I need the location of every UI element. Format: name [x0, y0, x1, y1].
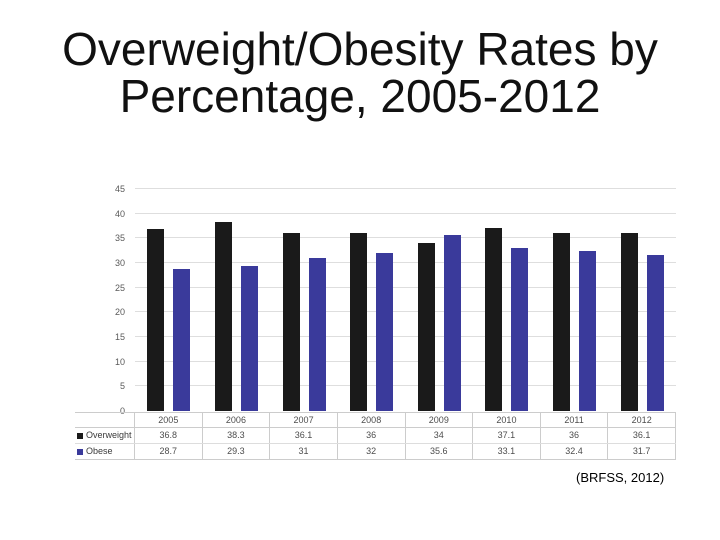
table-year-header: 2007	[270, 413, 338, 427]
table-year-header: 2005	[135, 413, 203, 427]
obese-bar	[376, 253, 394, 411]
table-value: 36	[541, 428, 609, 443]
obese-bar	[308, 258, 326, 411]
table-value: 37.1	[473, 428, 541, 443]
slide-title-line2: Percentage, 2005-2012	[119, 70, 601, 122]
gridline	[135, 311, 676, 313]
y-tick-label: 20	[114, 307, 125, 318]
obese-bar	[646, 254, 664, 411]
slide-title: Overweight/Obesity Rates by Percentage, …	[0, 26, 720, 120]
table-value: 32	[338, 444, 406, 459]
y-tick-label: 30	[114, 258, 125, 268]
overweight-bar	[417, 243, 435, 411]
gridline	[135, 286, 676, 288]
obese-bar	[443, 235, 461, 411]
y-tick-label: 0	[119, 406, 125, 416]
legend-item-obese: Obese	[75, 444, 135, 459]
table-value: 34	[406, 428, 474, 443]
gridline	[135, 212, 676, 214]
bar-group-2010	[473, 189, 541, 411]
obese-bar	[579, 251, 597, 411]
gridline	[135, 262, 676, 263]
citation: (BRFSS, 2012)	[576, 470, 665, 485]
overweight-bar	[350, 233, 368, 411]
gridline	[135, 336, 676, 337]
table-value: 32.4	[541, 444, 609, 459]
table-value: 38.3	[203, 428, 271, 443]
overweight-bar	[214, 222, 232, 411]
bar-group-2008	[338, 189, 406, 411]
obese-swatch-icon	[77, 448, 83, 455]
bar-group-2007	[270, 189, 338, 411]
bar-group-2012	[608, 189, 676, 411]
slide-title-line1: Overweight/Obesity Rates by	[62, 23, 658, 75]
overweight-bar	[485, 227, 503, 411]
y-tick-label: 25	[114, 282, 125, 293]
overweight-bar	[553, 233, 571, 411]
plot-area	[135, 188, 676, 411]
table-value: 36.1	[270, 428, 338, 443]
obese-bar	[511, 247, 529, 411]
table-year-header: 2008	[338, 413, 406, 427]
data-table: 2005 2006 2007 2008 2009 2010 2011 2012 Overweig…	[75, 412, 676, 460]
gridline	[135, 237, 676, 239]
table-series-row-overweight: Overweight 36.8 38.3 36.1 36 34 37.1 36 36.1	[75, 428, 676, 444]
y-tick-label: 45	[114, 184, 125, 194]
y-tick-label: 10	[114, 356, 125, 367]
table-value: 35.6	[406, 444, 474, 459]
overweight-bar	[620, 232, 638, 411]
table-year-header: 2006	[203, 413, 271, 427]
y-tick-label: 15	[114, 332, 125, 342]
table-value: 36	[338, 428, 406, 443]
y-tick-label: 5	[119, 381, 125, 392]
table-year-header: 2010	[473, 413, 541, 427]
gridline	[135, 360, 676, 362]
table-value: 31.7	[608, 444, 676, 459]
table-series-row-obese: Obese 28.7 29.3 31 32 35.6 33.1 32.4 31.7	[75, 444, 676, 459]
table-value: 33.1	[473, 444, 541, 459]
gridline	[135, 385, 676, 387]
table-corner-cell	[75, 413, 135, 427]
table-year-header: 2011	[541, 413, 609, 427]
gridline	[135, 188, 676, 189]
legend-label: Overweight	[86, 430, 132, 440]
overweight-bar	[147, 229, 165, 411]
y-tick-label: 40	[114, 208, 125, 219]
legend-item-overweight: Overweight	[75, 428, 135, 443]
overweight-bar	[282, 232, 300, 411]
table-value: 31	[270, 444, 338, 459]
table-year-header: 2012	[608, 413, 676, 427]
bar-groups	[135, 189, 676, 411]
table-header-row: 2005 2006 2007 2008 2009 2010 2011 2012	[75, 413, 676, 428]
y-tick-label: 35	[114, 233, 125, 244]
table-year-header: 2009	[406, 413, 474, 427]
bar-group-2011	[541, 189, 609, 411]
obese-bar	[173, 269, 191, 411]
bar-group-2006	[203, 189, 271, 411]
bar-group-2005	[135, 189, 203, 411]
table-value: 36.8	[135, 428, 203, 443]
bar-chart: 0 5 10 15 20 25 30 35 40 45 2005 2006 2007 2008 2009 2…	[75, 184, 676, 460]
table-value: 36.1	[608, 428, 676, 443]
overweight-swatch-icon	[77, 432, 83, 439]
table-value: 28.7	[135, 444, 203, 459]
table-value: 29.3	[203, 444, 271, 459]
bar-group-2009	[406, 189, 474, 411]
legend-label: Obese	[86, 446, 113, 456]
obese-bar	[240, 266, 258, 411]
